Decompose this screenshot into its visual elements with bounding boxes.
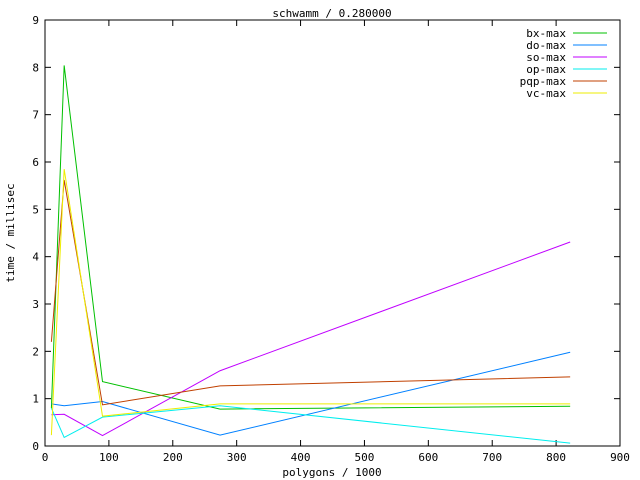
x-tick-label: 700 — [482, 451, 502, 464]
y-tick-label: 3 — [32, 298, 39, 311]
y-tick-label: 7 — [32, 109, 39, 122]
legend-label: vc-max — [526, 87, 566, 100]
legend-label: do-max — [526, 39, 566, 52]
y-tick-label: 1 — [32, 393, 39, 406]
chart-title: schwamm / 0.280000 — [272, 7, 391, 20]
x-tick-label: 900 — [610, 451, 630, 464]
x-tick-label: 500 — [355, 451, 375, 464]
y-tick-label: 5 — [32, 203, 39, 216]
x-tick-label: 0 — [42, 451, 49, 464]
y-axis-label: time / millisec — [4, 183, 17, 282]
y-tick-label: 4 — [32, 251, 39, 264]
series-lines — [50, 65, 571, 444]
y-tick-label: 2 — [32, 345, 39, 358]
x-axis-label: polygons / 1000 — [282, 466, 381, 479]
series-line-so-max — [51, 241, 571, 437]
series-line-pqp-max — [50, 179, 571, 406]
series-line-bx-max — [50, 65, 571, 410]
plot-border — [44, 19, 621, 447]
x-tick-label: 800 — [546, 451, 566, 464]
legend-label: pqp-max — [520, 75, 567, 88]
y-tick-label: 8 — [32, 61, 39, 74]
series-line-op-max — [50, 405, 571, 444]
x-tick-label: 300 — [227, 451, 247, 464]
x-tick-label: 200 — [163, 451, 183, 464]
y-tick-label: 9 — [32, 14, 39, 27]
x-tick-label: 600 — [418, 451, 438, 464]
series-line-vc-max — [50, 169, 571, 436]
legend-label: bx-max — [526, 27, 566, 40]
x-tick-label: 100 — [99, 451, 119, 464]
x-tick-label: 400 — [291, 451, 311, 464]
legend-label: so-max — [526, 51, 566, 64]
y-tick-label: 0 — [32, 440, 39, 453]
series-line-do-max — [51, 351, 571, 436]
legend-label: op-max — [526, 63, 566, 76]
y-tick-label: 6 — [32, 156, 39, 169]
axis-ticks: 0 100 200 300 400 500 600 700 800 900 0 1 2 3 4 5 6 7 8 9 — [32, 14, 630, 464]
